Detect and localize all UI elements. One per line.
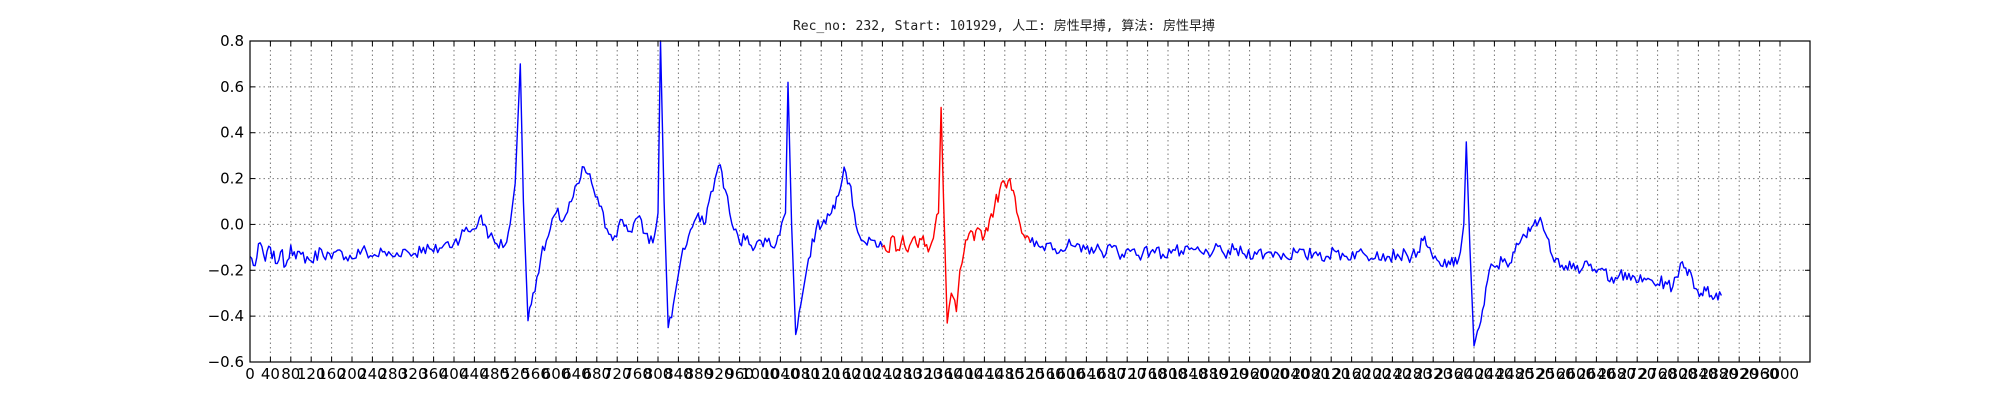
x-tick-label: 280 bbox=[378, 365, 407, 383]
x-tick-label: 1160 bbox=[823, 365, 861, 383]
x-tick-label: 2520 bbox=[1516, 365, 1554, 383]
x-tick-label: 1560 bbox=[1027, 365, 1065, 383]
x-tick-label: 2960 bbox=[1741, 365, 1779, 383]
x-tick-label: 1400 bbox=[945, 365, 983, 383]
x-tick-label: 2280 bbox=[1394, 365, 1432, 383]
x-tick-label: 2040 bbox=[1271, 365, 1309, 383]
ecg-series bbox=[249, 40, 1723, 347]
x-tick-label: 120 bbox=[297, 365, 326, 383]
x-tick-label: 2320 bbox=[1414, 365, 1452, 383]
ecg-series-line-1 bbox=[249, 40, 884, 336]
x-tick-label: 2440 bbox=[1475, 365, 1513, 383]
y-tick-label: 0.8 bbox=[220, 32, 244, 50]
x-tick-label: 3000 bbox=[1761, 365, 1799, 383]
x-tick-label: 360 bbox=[419, 365, 448, 383]
x-tick-label: 960 bbox=[725, 365, 754, 383]
x-axis-tick-labels: 0 40 8012016020024028032036040044048052056… bbox=[245, 365, 1799, 383]
x-tick-label: 720 bbox=[603, 365, 632, 383]
x-tick-label: 1040 bbox=[761, 365, 799, 383]
x-tick-label: 2920 bbox=[1720, 365, 1758, 383]
x-tick-label: 2200 bbox=[1353, 365, 1391, 383]
x-tick-label: 1720 bbox=[1108, 365, 1146, 383]
x-tick-label: 1320 bbox=[904, 365, 942, 383]
x-tick-label: 1880 bbox=[1190, 365, 1228, 383]
y-tick-label: 0.6 bbox=[220, 78, 244, 96]
x-tick-label: 440 bbox=[460, 365, 489, 383]
grid-lines bbox=[250, 41, 1810, 362]
x-tick-label: 760 bbox=[623, 365, 652, 383]
x-tick-label: 2080 bbox=[1292, 365, 1330, 383]
x-tick-label: 0 bbox=[245, 365, 255, 383]
x-tick-label: 2640 bbox=[1577, 365, 1615, 383]
x-tick-label: 80 bbox=[281, 365, 300, 383]
x-tick-label: 2880 bbox=[1700, 365, 1738, 383]
x-tick-label: 1680 bbox=[1088, 365, 1126, 383]
x-tick-label: 2760 bbox=[1639, 365, 1677, 383]
x-tick-label: 2240 bbox=[1373, 365, 1411, 383]
x-tick-label: 1000 bbox=[741, 365, 779, 383]
axis-ticks bbox=[249, 40, 1810, 363]
x-tick-label: 400 bbox=[440, 365, 469, 383]
x-tick-label: 1200 bbox=[843, 365, 881, 383]
x-tick-label: 600 bbox=[542, 365, 571, 383]
x-tick-label: 1960 bbox=[1231, 365, 1269, 383]
y-tick-label: 0.2 bbox=[220, 170, 244, 188]
x-tick-label: 1920 bbox=[1210, 365, 1248, 383]
x-tick-label: 1640 bbox=[1067, 365, 1105, 383]
x-tick-label: 2680 bbox=[1598, 365, 1636, 383]
x-tick-label: 2600 bbox=[1557, 365, 1595, 383]
x-tick-label: 40 bbox=[261, 365, 280, 383]
chart-title: Rec_no: 232, Start: 101929, 人工: 房性早搏, 算法… bbox=[793, 18, 1215, 34]
x-tick-label: 1480 bbox=[986, 365, 1024, 383]
x-tick-label: 1120 bbox=[802, 365, 840, 383]
x-tick-label: 1600 bbox=[1047, 365, 1085, 383]
x-tick-label: 2120 bbox=[1312, 365, 1350, 383]
x-tick-label: 640 bbox=[562, 365, 591, 383]
x-tick-label: 1520 bbox=[1006, 365, 1044, 383]
x-tick-label: 2800 bbox=[1659, 365, 1697, 383]
x-tick-label: 200 bbox=[338, 365, 367, 383]
x-tick-label: 2720 bbox=[1618, 365, 1656, 383]
x-tick-label: 1800 bbox=[1149, 365, 1187, 383]
x-tick-label: 2480 bbox=[1496, 365, 1534, 383]
x-tick-label: 160 bbox=[317, 365, 346, 383]
x-tick-label: 520 bbox=[501, 365, 530, 383]
x-tick-label: 1440 bbox=[965, 365, 1003, 383]
ecg-series-line-2 bbox=[881, 106, 1031, 324]
x-tick-label: 480 bbox=[480, 365, 509, 383]
x-tick-label: 1360 bbox=[925, 365, 963, 383]
y-axis-tick-labels: −0.6 −0.4 −0.2 0.0 0.2 0.4 0.6 0.8 bbox=[208, 32, 244, 371]
x-tick-label: 2560 bbox=[1537, 365, 1575, 383]
x-tick-label: 800 bbox=[644, 365, 673, 383]
x-tick-label: 2360 bbox=[1435, 365, 1473, 383]
x-tick-label: 920 bbox=[705, 365, 734, 383]
ecg-series-line-3 bbox=[1029, 141, 1723, 347]
y-tick-label: −0.6 bbox=[208, 353, 244, 371]
x-tick-label: 320 bbox=[399, 365, 428, 383]
x-tick-label: 840 bbox=[664, 365, 693, 383]
x-tick-label: 1760 bbox=[1129, 365, 1167, 383]
x-tick-label: 2840 bbox=[1679, 365, 1717, 383]
x-tick-label: 2000 bbox=[1251, 365, 1289, 383]
plot-frame bbox=[249, 40, 1811, 363]
y-tick-label: −0.4 bbox=[208, 307, 244, 325]
x-tick-label: 880 bbox=[684, 365, 713, 383]
x-tick-label: 560 bbox=[521, 365, 550, 383]
x-tick-label: 2160 bbox=[1333, 365, 1371, 383]
x-tick-label: 2400 bbox=[1455, 365, 1493, 383]
x-tick-label: 1080 bbox=[782, 365, 820, 383]
y-tick-label: 0.4 bbox=[220, 124, 244, 142]
y-tick-label: 0.0 bbox=[220, 215, 244, 233]
x-tick-label: 680 bbox=[582, 365, 611, 383]
x-tick-label: 240 bbox=[358, 365, 387, 383]
x-tick-label: 1240 bbox=[863, 365, 901, 383]
y-tick-label: −0.2 bbox=[208, 261, 244, 279]
x-tick-label: 1280 bbox=[884, 365, 922, 383]
x-tick-label: 1840 bbox=[1169, 365, 1207, 383]
